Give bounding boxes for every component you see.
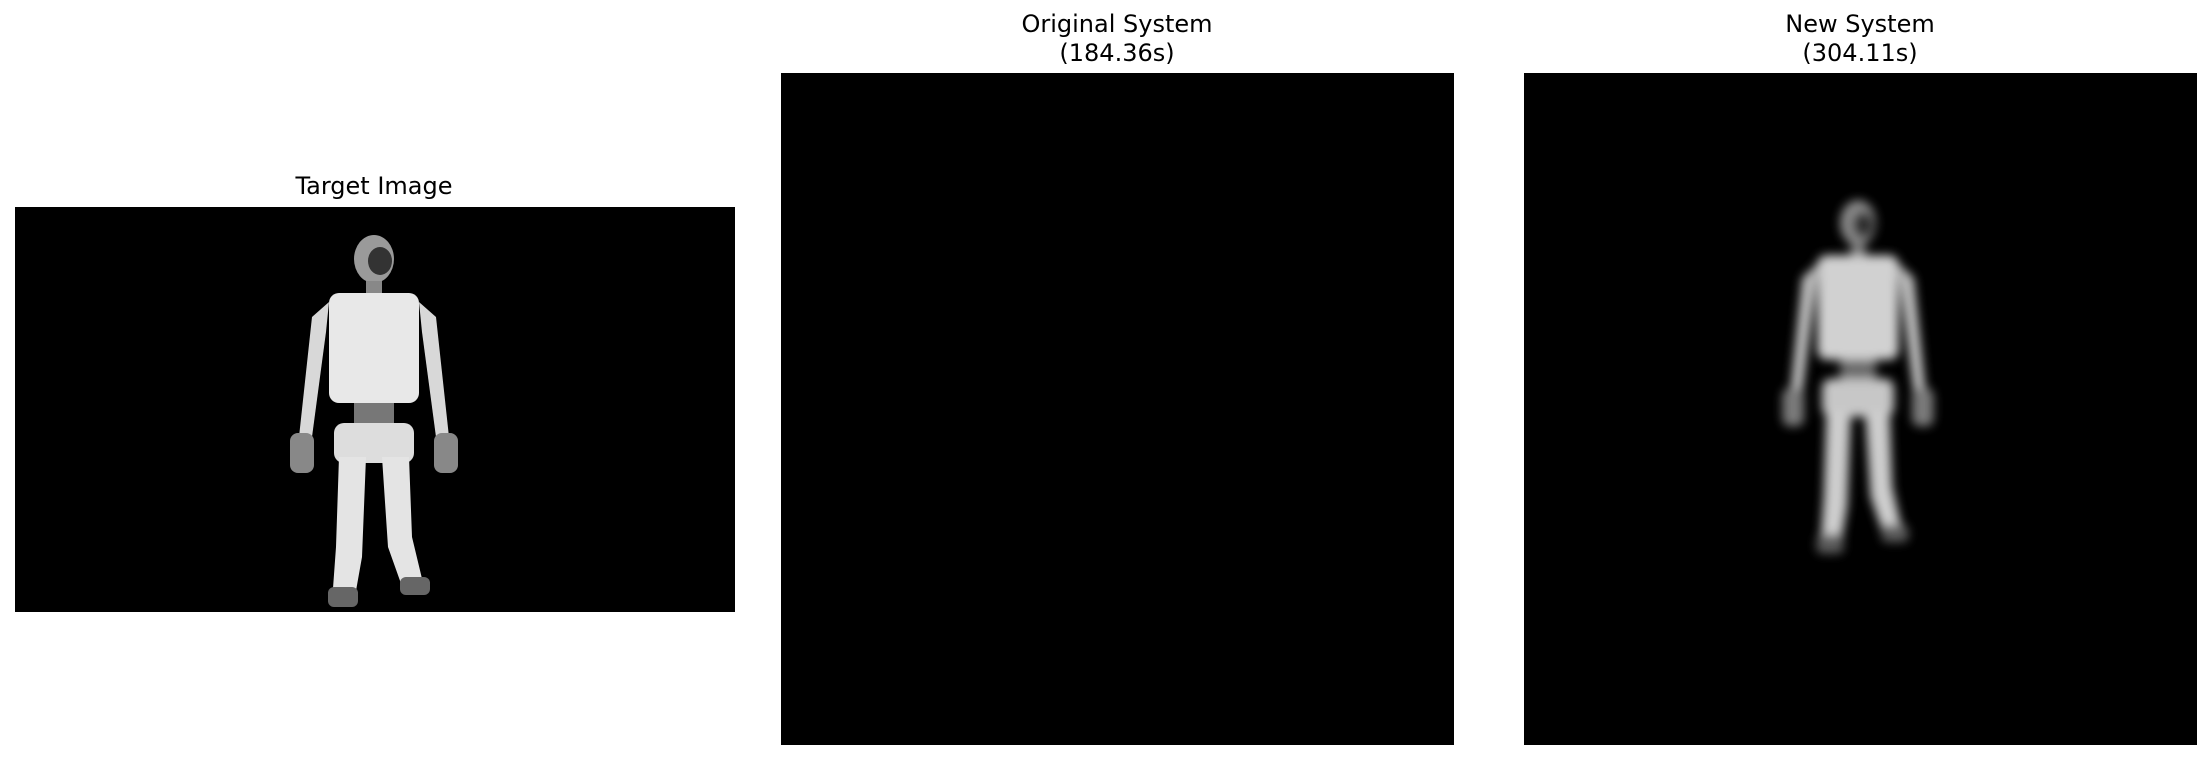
panel-title: Target Image [294, 172, 452, 200]
panel-subtitle: (184.36s) [1059, 39, 1174, 67]
panel-title: Original System [1021, 10, 1212, 38]
original-output-image [781, 73, 1454, 745]
panel-subtitle: (304.11s) [1802, 39, 1917, 67]
panel-title: New System [1785, 10, 1934, 38]
